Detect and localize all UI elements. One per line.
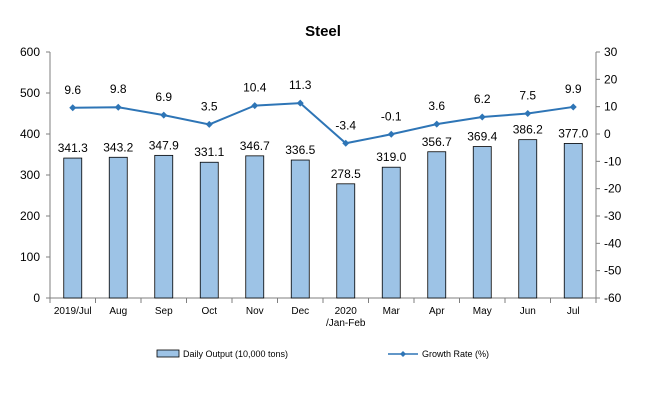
line-point [433, 120, 441, 128]
x-tick-label: 2019/Jul [54, 306, 92, 317]
line-point [478, 113, 486, 121]
axes: 0 100 200 300 400 500 600 -60 -50 -40 -30 -20 -10 0 10… [20, 45, 622, 329]
line-value-label: -3.4 [335, 118, 356, 132]
bar [63, 157, 83, 299]
bar-value-label: 336.5 [285, 143, 315, 157]
bar-value-label: 278.5 [331, 167, 361, 181]
y-left-tick-label: 600 [20, 45, 40, 59]
y-left-tick-label: 100 [20, 250, 40, 264]
line-value-label: 7.5 [519, 89, 536, 103]
line-point [387, 130, 395, 138]
y-left-tick-label: 500 [20, 86, 40, 100]
line-value-label: 3.6 [428, 99, 445, 113]
x-tick-label: Jun [520, 306, 536, 317]
y-left-tick-label: 0 [33, 291, 40, 305]
bar-value-label: 343.2 [103, 140, 133, 154]
bar-value-label: 347.9 [149, 138, 179, 152]
bar [108, 156, 128, 299]
bar [518, 139, 538, 299]
bar [381, 166, 401, 299]
x-tick-label: Oct [201, 306, 217, 317]
line-point [205, 120, 213, 128]
y-right-tick-label: 0 [604, 127, 611, 141]
x-tick-label: Mar [383, 306, 401, 317]
bar [563, 143, 583, 299]
bar-value-label: 346.7 [240, 139, 270, 153]
data-labels: 341.3 343.2 347.9 331.1 346.7 336.5 278.5 319.0… [58, 78, 589, 181]
bar-value-label: 319.0 [376, 150, 406, 164]
line-point [569, 103, 577, 111]
bar-value-label: 377.0 [558, 126, 588, 140]
x-tick-label: May [473, 306, 492, 317]
x-tick-label: Apr [429, 306, 445, 317]
line-value-label: 9.9 [565, 82, 582, 96]
y-right-tick-label: -60 [604, 291, 622, 305]
bar-value-label: 386.2 [513, 123, 543, 137]
line-value-label: 6.9 [155, 90, 172, 104]
y-right-tick-label: -30 [604, 209, 622, 223]
bar [427, 151, 447, 299]
chart-title: Steel [305, 23, 341, 40]
bar [199, 161, 219, 299]
bar [472, 146, 492, 299]
line-point [114, 103, 122, 111]
legend: Daily Output (10,000 tons) Growth Rate (%… [156, 349, 489, 359]
bar-series [63, 139, 583, 299]
bar-value-label: 341.3 [58, 141, 88, 155]
x-tick-label: Nov [246, 306, 264, 317]
y-left-tick-label: 300 [20, 168, 40, 182]
y-right-tick-label: 30 [604, 45, 618, 59]
x-tick-label: Dec [291, 306, 309, 317]
line-value-label: 10.4 [243, 81, 267, 95]
legend-bar-swatch [156, 349, 180, 358]
legend-line-marker [400, 351, 406, 357]
y-right-tick-label: -10 [604, 154, 622, 168]
line-value-label: 9.8 [110, 82, 127, 96]
bar [245, 155, 265, 299]
x-tick-label: Aug [109, 306, 127, 317]
x-tick-label: Jul [567, 306, 580, 317]
y-right-tick-label: 10 [604, 100, 618, 114]
bar-value-label: 356.7 [422, 135, 452, 149]
line-point [69, 104, 77, 112]
x-tick-label: Sep [155, 306, 173, 317]
y-right-tick-label: -50 [604, 264, 622, 278]
line-point [524, 110, 532, 117]
y-left-tick-label: 400 [20, 127, 40, 141]
line-value-label: 11.3 [289, 78, 312, 92]
legend-line-label: Growth Rate (%) [422, 349, 489, 359]
bar-value-label: 331.1 [194, 145, 224, 159]
y-right-tick-label: 20 [604, 72, 618, 86]
line-value-label: 3.5 [201, 99, 218, 113]
y-right-tick-label: -20 [604, 182, 622, 196]
y-left-tick-label: 200 [20, 209, 40, 223]
bar-value-label: 369.4 [467, 130, 497, 144]
bar [154, 154, 174, 299]
growth-line [72, 102, 574, 145]
line-point [342, 139, 350, 147]
bar [336, 183, 356, 299]
line-point [160, 111, 168, 119]
line-series [69, 99, 577, 147]
line-point [251, 102, 259, 110]
legend-bar-label: Daily Output (10,000 tons) [183, 349, 288, 359]
line-value-label: 6.2 [474, 92, 491, 106]
line-point [296, 99, 304, 107]
line-value-label: -0.1 [381, 109, 402, 123]
x-tick-label: 2020/Jan-Feb [326, 306, 366, 329]
y-right-tick-label: -40 [604, 236, 622, 250]
bar [290, 159, 310, 299]
line-value-label: 9.6 [64, 83, 81, 97]
